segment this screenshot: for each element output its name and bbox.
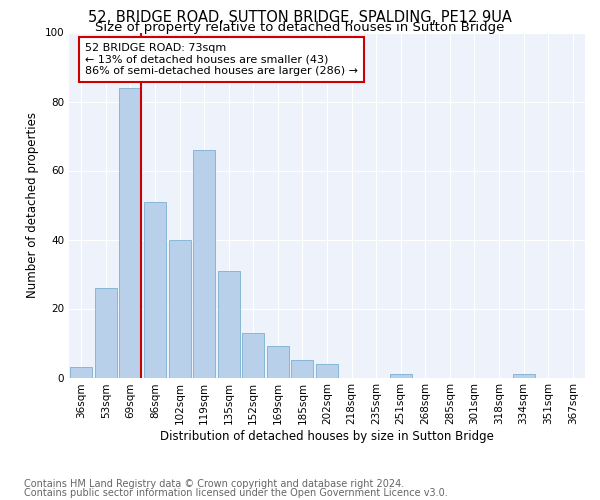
Bar: [144, 202, 166, 378]
Text: Contains HM Land Registry data © Crown copyright and database right 2024.: Contains HM Land Registry data © Crown c…: [24, 479, 404, 489]
Text: Size of property relative to detached houses in Sutton Bridge: Size of property relative to detached ho…: [95, 21, 505, 34]
Text: 52, BRIDGE ROAD, SUTTON BRIDGE, SPALDING, PE12 9UA: 52, BRIDGE ROAD, SUTTON BRIDGE, SPALDING…: [88, 10, 512, 25]
Bar: [95, 288, 117, 378]
X-axis label: Distribution of detached houses by size in Sutton Bridge: Distribution of detached houses by size …: [160, 430, 494, 443]
Bar: [389, 374, 412, 378]
Text: Contains public sector information licensed under the Open Government Licence v3: Contains public sector information licen…: [24, 488, 448, 498]
Bar: [242, 332, 265, 378]
Bar: [292, 360, 313, 378]
Bar: [267, 346, 289, 378]
Bar: [193, 150, 215, 378]
Bar: [119, 88, 142, 378]
Y-axis label: Number of detached properties: Number of detached properties: [26, 112, 39, 298]
Bar: [316, 364, 338, 378]
Bar: [512, 374, 535, 378]
Bar: [70, 367, 92, 378]
Bar: [169, 240, 191, 378]
Text: 52 BRIDGE ROAD: 73sqm
← 13% of detached houses are smaller (43)
86% of semi-deta: 52 BRIDGE ROAD: 73sqm ← 13% of detached …: [85, 43, 358, 76]
Bar: [218, 270, 240, 378]
